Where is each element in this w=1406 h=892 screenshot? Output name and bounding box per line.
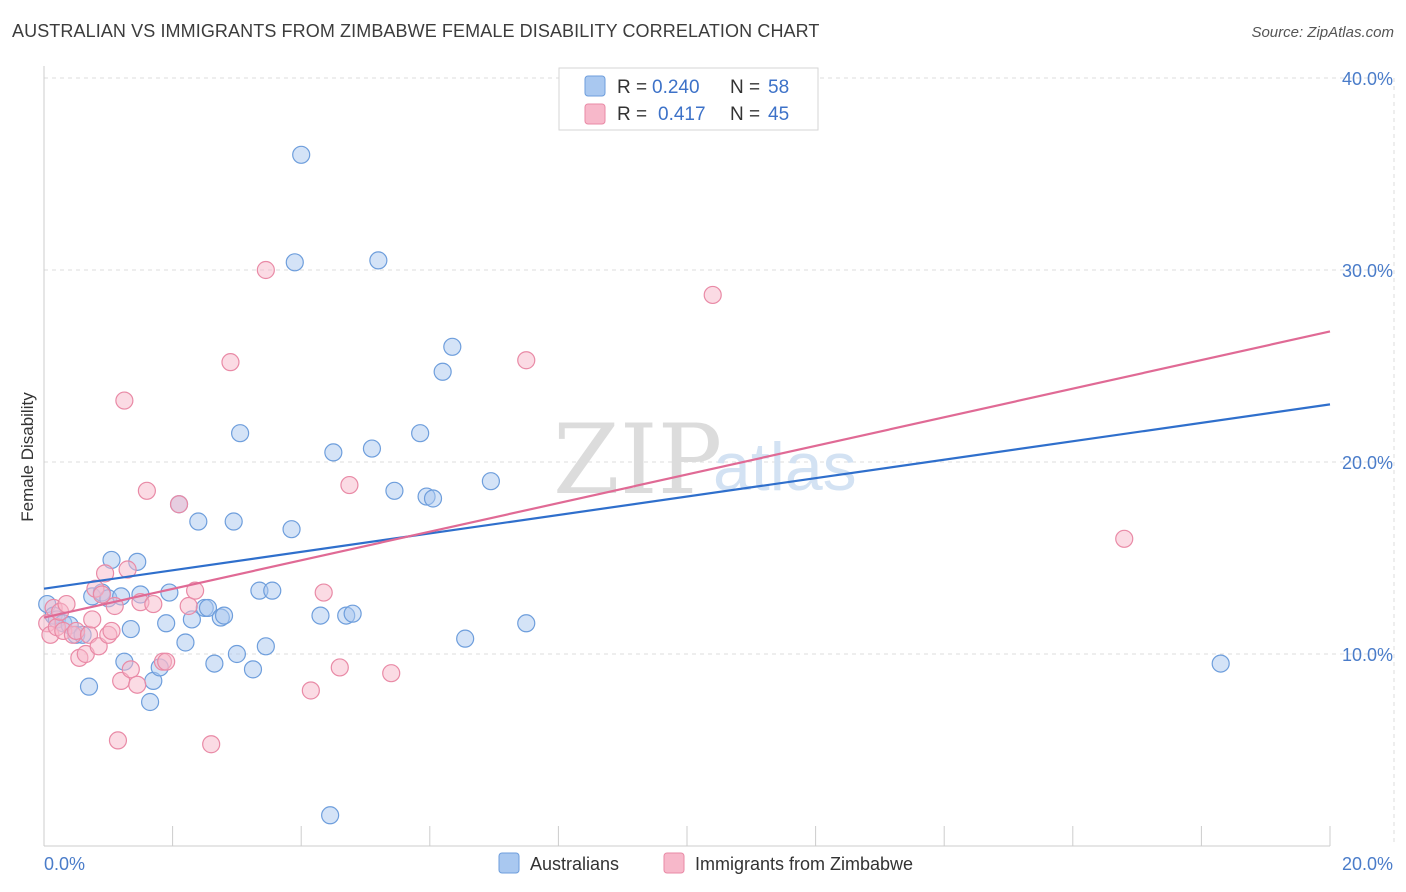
stats-n-value-australians: 58 [768, 77, 789, 98]
australians-point-39 [285, 253, 304, 272]
australians-point-49 [411, 424, 430, 443]
source-credit: Source: ZipAtlas.com [1251, 24, 1394, 41]
australians-point-28 [205, 654, 224, 673]
stats-r-label-australians: R = [617, 77, 647, 98]
australians-point-45 [343, 604, 362, 623]
australians-point-36 [256, 637, 275, 656]
stats-n-value-zimbabwe: 45 [768, 104, 789, 125]
zimbabwe-point-42 [517, 351, 536, 370]
australians-point-37 [263, 581, 282, 600]
stats-r-value-australians: 0.240 [652, 77, 700, 98]
australians-point-17 [140, 692, 160, 712]
watermark-atlas: atlas [713, 429, 857, 505]
australians-point-52 [433, 362, 452, 381]
legend-swatch-zimbabwe [663, 852, 685, 874]
tick-labels: 10.0% 20.0% 30.0% 40.0% 0.0% 20.0% [44, 69, 1393, 874]
australians-point-54 [456, 629, 475, 648]
australians-point-32 [227, 644, 246, 664]
australians-point-20 [157, 614, 176, 633]
stats-n-label-australians: N = [730, 77, 760, 98]
australians-point-48 [385, 481, 404, 500]
australians-point-47 [369, 251, 388, 270]
x-tick-label-1: 20.0% [1342, 854, 1393, 874]
australians-point-43 [324, 443, 343, 462]
axes [43, 66, 1331, 847]
australians-point-14 [121, 619, 140, 639]
trend-lines [43, 330, 1331, 619]
australians-point-46 [362, 439, 382, 458]
stats-n-label-zimbabwe: N = [730, 104, 760, 125]
zimbabwe-point-33 [186, 581, 205, 600]
zimbabwe-point-31 [169, 495, 189, 514]
australians-point-40 [292, 145, 311, 164]
australians-point-21 [160, 583, 179, 602]
zimbabwe-points [38, 260, 1134, 754]
legend-label-zimbabwe: Immigrants from Zimbabwe [695, 854, 913, 874]
australians-point-42 [321, 806, 340, 825]
zimbabwe-point-41 [382, 664, 401, 683]
australians-point-30 [214, 606, 234, 625]
y-tick-label-2: 30.0% [1342, 261, 1393, 281]
australians-point-55 [481, 472, 500, 491]
zimbabwe-point-32 [179, 596, 198, 616]
australians-point-25 [189, 512, 208, 531]
australians-point-31 [224, 512, 243, 531]
australians-point-53 [443, 337, 462, 356]
zimbabwe-point-39 [330, 658, 349, 677]
zimbabwe-point-12 [83, 610, 102, 629]
zimbabwe-point-44 [1115, 529, 1134, 548]
zimbabwe-point-38 [314, 583, 333, 602]
australians-point-34 [243, 660, 263, 679]
zimbabwe-point-6 [57, 594, 76, 614]
stats-swatch-australians [584, 75, 606, 97]
zimbabwe-point-30 [157, 652, 176, 671]
zimbabwe-trend-line [43, 330, 1331, 619]
stats-r-value-zimbabwe: 0.417 [658, 104, 706, 125]
y-axis-label: Female Disability [18, 392, 37, 522]
zimbabwe-point-36 [256, 260, 275, 280]
australians-point-57 [1211, 654, 1230, 673]
zimbabwe-point-20 [108, 731, 128, 750]
x-tick-label-0: 0.0% [44, 854, 85, 874]
zimbabwe-point-15 [92, 585, 111, 604]
australians-point-41 [311, 606, 330, 625]
australians-point-38 [282, 520, 301, 539]
zimbabwe-point-35 [221, 353, 240, 372]
y-tick-label-3: 40.0% [1342, 69, 1393, 89]
australians-point-56 [517, 614, 536, 633]
australians-point-33 [231, 424, 250, 443]
legend-swatch-australians [498, 852, 520, 874]
stats-r-label-zimbabwe: R = [617, 104, 647, 125]
zimbabwe-point-23 [118, 560, 137, 579]
australians-point-7 [79, 677, 99, 696]
zimbabwe-point-18 [102, 621, 121, 641]
zimbabwe-point-40 [340, 475, 359, 495]
stats-legend: R = 0.240 N = 58 R = 0.417 N = 45 [558, 67, 819, 131]
australians-point-51 [423, 489, 443, 508]
zimbabwe-point-22 [115, 391, 134, 410]
zimbabwe-point-43 [703, 285, 722, 305]
y-tick-label-1: 20.0% [1342, 453, 1393, 473]
zimbabwe-point-16 [95, 564, 115, 583]
australians-trend-line [43, 403, 1331, 590]
y-tick-label-0: 10.0% [1342, 645, 1393, 665]
watermark: ZIP atlas [553, 404, 857, 516]
zimbabwe-point-34 [202, 735, 221, 754]
zimbabwe-point-27 [137, 481, 156, 500]
australians-point-27 [198, 598, 218, 618]
series-legend: Australians Immigrants from Zimbabwe [498, 852, 913, 874]
zimbabwe-point-28 [144, 594, 163, 614]
chart-title: AUSTRALIAN VS IMMIGRANTS FROM ZIMBABWE F… [12, 21, 820, 41]
australians-point-23 [176, 633, 195, 652]
stats-swatch-zimbabwe [584, 103, 606, 125]
zimbabwe-point-25 [128, 675, 147, 694]
legend-label-australians: Australians [530, 854, 619, 874]
zimbabwe-point-37 [301, 681, 320, 700]
zimbabwe-point-24 [121, 660, 140, 679]
